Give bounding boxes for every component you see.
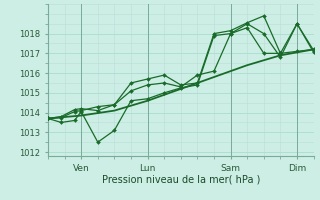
X-axis label: Pression niveau de la mer( hPa ): Pression niveau de la mer( hPa )	[102, 174, 260, 184]
